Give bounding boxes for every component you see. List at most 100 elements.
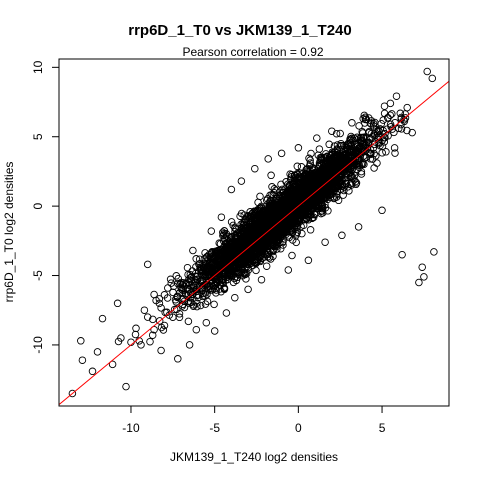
data-point: [169, 288, 177, 297]
data-point: [185, 275, 193, 284]
data-point: [173, 292, 182, 300]
data-point: [335, 164, 343, 172]
data-point: [351, 168, 359, 176]
data-point: [392, 92, 401, 100]
data-point: [288, 218, 296, 227]
data-point: [254, 230, 263, 239]
data-point: [348, 119, 356, 127]
data-point: [316, 154, 325, 162]
data-point: [360, 111, 369, 120]
data-point: [255, 211, 263, 219]
data-point: [214, 267, 222, 276]
data-point: [108, 360, 117, 369]
data-point: [220, 273, 229, 281]
data-point: [313, 134, 321, 142]
data-point: [272, 216, 281, 224]
data-point: [257, 275, 266, 284]
data-point: [225, 250, 234, 258]
data-point: [310, 181, 318, 190]
data-point: [288, 170, 296, 179]
data-point: [276, 231, 285, 240]
data-point: [232, 233, 240, 242]
data-point: [263, 216, 271, 225]
data-point: [174, 355, 182, 363]
data-point: [220, 227, 229, 235]
data-point: [227, 218, 236, 226]
data-point: [193, 272, 202, 281]
data-point: [377, 119, 386, 128]
data-point: [231, 224, 239, 233]
data-point: [343, 163, 352, 171]
data-point: [339, 191, 347, 199]
data-point: [378, 149, 386, 157]
data-point: [397, 125, 406, 133]
data-point: [398, 250, 406, 259]
data-point: [201, 300, 210, 308]
data-point: [335, 173, 343, 182]
data-point: [359, 142, 368, 150]
data-point: [192, 325, 201, 334]
data-point: [264, 155, 272, 163]
data-point: [289, 185, 297, 193]
data-point: [428, 74, 437, 83]
data-point: [202, 318, 211, 327]
data-point: [330, 142, 339, 150]
data-point: [366, 155, 375, 163]
data-point: [269, 199, 278, 208]
data-point: [220, 229, 228, 238]
data-point: [311, 173, 319, 181]
data-point: [313, 204, 322, 213]
data-point: [218, 246, 227, 254]
data-point: [238, 237, 247, 245]
data-point: [308, 182, 317, 190]
data-point: [160, 291, 169, 299]
data-point: [157, 346, 165, 355]
data-point: [272, 186, 280, 195]
x-tick-label: 5: [379, 421, 386, 435]
data-point: [415, 278, 423, 287]
data-point: [191, 286, 200, 294]
data-point: [293, 162, 302, 171]
data-point: [299, 203, 307, 211]
data-point: [117, 334, 125, 342]
data-point: [308, 214, 316, 223]
data-point: [149, 315, 157, 324]
data-point: [195, 255, 204, 263]
data-point: [270, 188, 278, 197]
data-point: [265, 254, 273, 262]
y-tick-label: -5: [31, 270, 45, 281]
data-point: [263, 252, 272, 261]
data-point: [140, 306, 149, 314]
data-point: [226, 254, 234, 262]
data-point: [323, 195, 332, 204]
data-point: [88, 367, 97, 376]
data-point: [221, 269, 229, 278]
data-point: [264, 232, 272, 240]
data-point: [256, 252, 265, 260]
data-point: [370, 140, 379, 149]
data-point: [268, 230, 277, 238]
data-point: [207, 227, 216, 235]
data-point: [401, 114, 410, 122]
data-point: [279, 188, 288, 197]
data-point: [299, 172, 308, 180]
fit-line: [58, 80, 450, 405]
data-point: [238, 230, 246, 238]
data-point: [177, 278, 185, 287]
data-point: [319, 181, 327, 189]
data-point: [251, 224, 259, 233]
data-point: [276, 244, 285, 253]
data-point: [354, 161, 362, 169]
data-point: [238, 249, 247, 257]
data-point: [286, 186, 294, 195]
data-point: [256, 248, 265, 256]
data-point: [284, 266, 293, 274]
data-point: [345, 147, 354, 156]
data-point: [284, 232, 293, 240]
data-point: [305, 162, 314, 170]
data-point: [325, 185, 334, 193]
data-point: [294, 144, 303, 152]
data-point: [293, 228, 302, 236]
y-axis: -10 -5 0 5 10: [31, 60, 60, 354]
